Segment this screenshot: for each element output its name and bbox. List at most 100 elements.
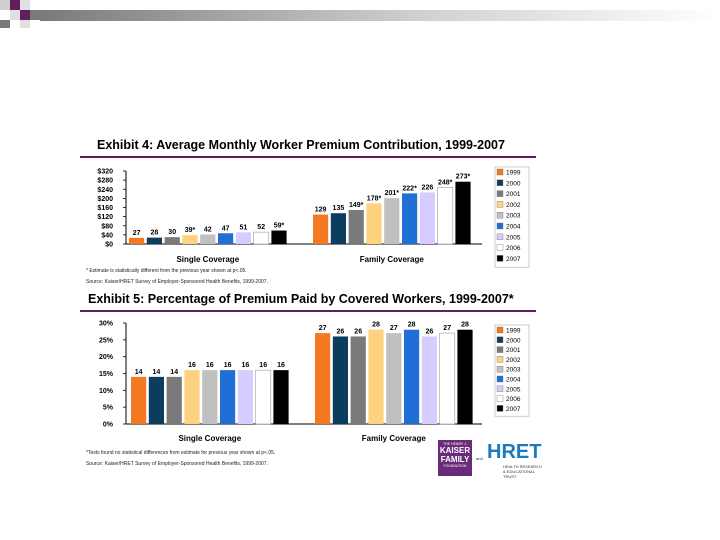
exhibit-5-title: Exhibit 5: Percentage of Premium Paid by…	[88, 292, 514, 306]
kaiser-logo-top: THE HENRY J.	[443, 442, 467, 446]
y-tick-label: $40	[101, 232, 113, 239]
header-square	[10, 0, 20, 10]
x-category-label: Family Coverage	[360, 255, 425, 264]
x-category-label: Single Coverage	[176, 255, 239, 264]
legend-label-2002: 2002	[506, 202, 521, 209]
bar-single-coverage-2003	[202, 370, 218, 424]
legend-swatch-2002	[496, 356, 504, 363]
header-gradient-band	[40, 10, 720, 21]
bar-value-label: 135	[333, 205, 345, 212]
bar-single-coverage-2000	[146, 237, 162, 244]
bar-single-coverage-2007	[273, 370, 289, 424]
legend-label-2002: 2002	[506, 357, 521, 364]
exhibit-4-title: Exhibit 4: Average Monthly Worker Premiu…	[97, 138, 505, 152]
bar-value-label: 201*	[385, 190, 400, 197]
kaiser-logo-word2: FAMILY	[440, 455, 470, 464]
bar-value-label: 59*	[274, 223, 285, 230]
bar-family-coverage-2005	[421, 336, 437, 424]
kaiser-family-foundation-logo: THE HENRY J. KAISER FAMILY FOUNDATION	[438, 440, 472, 476]
bar-family-coverage-2004	[402, 193, 418, 244]
bar-value-label: 16	[242, 362, 250, 369]
y-tick-label: 25%	[99, 337, 114, 344]
bar-value-label: 129	[315, 207, 327, 214]
bar-value-label: 16	[206, 362, 214, 369]
bar-family-coverage-2007	[457, 329, 473, 424]
bar-value-label: 27	[443, 325, 451, 332]
y-tick-label: $200	[97, 196, 113, 203]
bar-value-label: 28	[461, 322, 469, 329]
bar-single-coverage-2002	[182, 235, 198, 244]
legend-swatch-1999	[496, 326, 504, 334]
bar-single-coverage-2007	[271, 230, 287, 244]
legend-label-2006: 2006	[506, 396, 521, 403]
bar-single-coverage-2006	[253, 231, 270, 245]
bar-value-label: 149*	[349, 202, 364, 209]
bar-single-coverage-1999	[131, 376, 147, 424]
legend-swatch-2006	[496, 244, 504, 251]
bar-value-label: 39*	[185, 227, 196, 234]
bar-family-coverage-1999	[315, 333, 331, 424]
legend-label-2005: 2005	[506, 386, 521, 393]
bar-single-coverage-2001	[166, 376, 182, 424]
exhibit-4-chart: Exhibit 4: Average Monthly Worker Premiu…	[80, 138, 536, 285]
bar-value-label: 28	[372, 322, 380, 329]
hret-logo-subtitle: HEALTH RESEARCH & EDUCATIONAL TRUST	[503, 464, 542, 479]
bar-value-label: 273*	[456, 174, 471, 181]
bar-value-label: 16	[259, 362, 267, 369]
bar-value-label: 16	[188, 362, 196, 369]
bar-value-label: 14	[135, 369, 143, 376]
kaiser-logo-word1: KAISER	[439, 446, 471, 455]
y-tick-label: $240	[97, 187, 113, 194]
legend-label-2004: 2004	[506, 224, 521, 231]
bar-value-label: 26	[337, 328, 345, 335]
legend-swatch-2007	[496, 405, 504, 412]
legend-swatch-2004	[496, 222, 504, 230]
legend-swatch-1999	[496, 168, 504, 176]
legend-label-2003: 2003	[506, 367, 521, 374]
y-tick-label: $0	[105, 242, 113, 249]
header-square	[10, 10, 20, 20]
slide-header-decoration	[0, 0, 720, 28]
bar-family-coverage-2006	[439, 332, 456, 425]
bar-family-coverage-2000	[332, 336, 348, 424]
y-tick-label: $120	[97, 214, 113, 221]
exhibit-5-rule	[80, 310, 536, 312]
legend-swatch-2001	[496, 190, 504, 197]
y-tick-label: $160	[97, 205, 113, 212]
legend-label-2007: 2007	[506, 256, 521, 263]
legend-label-2006: 2006	[506, 245, 521, 252]
bar-single-coverage-1999	[129, 237, 145, 244]
bar-family-coverage-2000	[330, 213, 346, 244]
bar-value-label: 30	[168, 229, 176, 236]
legend-label-2001: 2001	[506, 191, 521, 198]
exhibit-5-chart: Exhibit 5: Percentage of Premium Paid by…	[80, 292, 536, 467]
bar-value-label: 14	[153, 369, 161, 376]
logos-and-text: and	[476, 456, 483, 461]
bar-family-coverage-2001	[348, 210, 364, 244]
exhibit-5-source: Source: Kaiser/HRET Survey of Employer-S…	[86, 461, 268, 467]
bar-value-label: 47	[222, 225, 230, 232]
legend-label-2000: 2000	[506, 180, 521, 187]
y-tick-label: $80	[101, 223, 113, 230]
bar-value-label: 16	[224, 362, 232, 369]
legend: 1999 2000 2001 2002 2003 2004 2005 2006 2007	[494, 324, 530, 417]
bar-family-coverage-2002	[366, 203, 382, 244]
bar-family-coverage-2001	[350, 336, 366, 424]
legend-label-1999: 1999	[506, 170, 521, 177]
x-category-label: Family Coverage	[362, 434, 427, 443]
bar-family-coverage-2005	[419, 192, 435, 244]
bar-single-coverage-2003	[200, 234, 216, 244]
header-square	[20, 10, 30, 20]
bar-value-label: 26	[426, 328, 434, 335]
bar-value-label: 26	[354, 328, 362, 335]
x-category-label: Single Coverage	[178, 434, 241, 443]
exhibit-5-footnote: *Tests found no statistical differences …	[86, 450, 275, 456]
bar-single-coverage-2002	[184, 370, 200, 424]
y-tick-label: 15%	[99, 371, 114, 378]
legend-swatch-2003	[496, 366, 504, 373]
bar-value-label: 28	[408, 322, 416, 329]
bar-single-coverage-2005	[237, 370, 253, 424]
bar-value-label: 52	[257, 224, 265, 231]
exhibit-4-rule	[80, 156, 536, 158]
